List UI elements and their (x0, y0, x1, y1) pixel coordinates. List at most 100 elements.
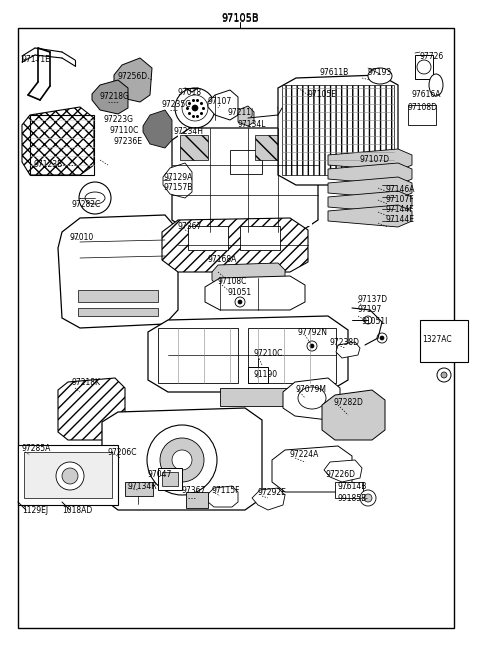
Ellipse shape (429, 74, 443, 96)
Circle shape (147, 425, 217, 495)
Bar (24, 452, 112, 498)
Text: 97010: 97010 (70, 233, 94, 242)
Circle shape (377, 333, 387, 343)
Text: 91051I: 91051I (362, 317, 388, 326)
Text: 97105B: 97105B (221, 14, 259, 24)
Polygon shape (283, 378, 340, 420)
Bar (30, 115, 94, 175)
Bar (178, 134, 312, 226)
Bar (162, 472, 178, 486)
Ellipse shape (368, 68, 392, 84)
Circle shape (62, 468, 78, 484)
Circle shape (364, 494, 372, 502)
Polygon shape (212, 263, 285, 287)
Text: 97079M: 97079M (296, 385, 327, 394)
Text: 97144F: 97144F (385, 205, 414, 214)
Circle shape (364, 316, 372, 324)
Bar (78, 308, 158, 316)
Text: 97726: 97726 (420, 52, 444, 61)
Circle shape (360, 490, 376, 506)
Circle shape (310, 344, 314, 348)
Polygon shape (272, 446, 352, 492)
Text: 97223G: 97223G (103, 115, 133, 124)
Bar (335, 482, 363, 498)
Polygon shape (328, 163, 412, 185)
Polygon shape (58, 215, 178, 328)
Circle shape (235, 297, 245, 307)
Bar (248, 367, 268, 383)
Text: 97107: 97107 (208, 97, 232, 106)
Text: 97211J: 97211J (228, 108, 254, 117)
Text: 97018: 97018 (178, 88, 202, 97)
Text: 97110C: 97110C (109, 126, 138, 135)
Text: 97115F: 97115F (212, 486, 240, 495)
Polygon shape (238, 106, 254, 126)
Text: 91051: 91051 (228, 288, 252, 297)
Text: 97367: 97367 (181, 486, 205, 495)
Polygon shape (208, 486, 238, 507)
Polygon shape (205, 276, 305, 310)
Text: 97123B: 97123B (34, 160, 63, 169)
Text: 97614B: 97614B (338, 482, 367, 491)
Text: 97171E: 97171E (22, 55, 51, 64)
Text: 97105B: 97105B (221, 13, 259, 23)
Text: 97134L: 97134L (238, 120, 266, 129)
Bar (240, 226, 280, 250)
Polygon shape (328, 177, 412, 199)
Circle shape (380, 336, 384, 340)
Text: 97144E: 97144E (385, 215, 414, 224)
Polygon shape (324, 460, 362, 482)
Bar (18, 445, 118, 505)
Text: 97285A: 97285A (22, 444, 51, 453)
Text: 97218G: 97218G (99, 92, 129, 101)
Text: 97235C: 97235C (162, 100, 192, 109)
Text: 97146A: 97146A (385, 185, 415, 194)
Ellipse shape (85, 192, 105, 204)
Polygon shape (328, 149, 412, 171)
Circle shape (160, 438, 204, 482)
Text: 97108D: 97108D (408, 103, 438, 112)
Text: 97210C: 97210C (253, 349, 282, 358)
Text: 97108C: 97108C (218, 277, 247, 286)
Circle shape (79, 182, 111, 214)
Polygon shape (252, 488, 285, 510)
Polygon shape (328, 205, 412, 227)
Bar (415, 55, 433, 79)
Text: 97047: 97047 (148, 470, 172, 479)
Text: 97157B: 97157B (164, 183, 193, 192)
Bar (188, 226, 228, 250)
Bar (158, 328, 238, 383)
Text: 97206C: 97206C (108, 448, 137, 457)
Text: 97137D: 97137D (358, 295, 388, 304)
Text: 97256D: 97256D (118, 72, 148, 81)
Text: 97611B: 97611B (320, 68, 349, 77)
Polygon shape (148, 316, 348, 392)
Bar (230, 150, 262, 174)
Text: 97792N: 97792N (298, 328, 328, 337)
Polygon shape (172, 128, 318, 232)
Polygon shape (22, 107, 94, 175)
Bar (125, 482, 153, 496)
Polygon shape (163, 163, 192, 198)
Polygon shape (114, 58, 152, 102)
Circle shape (56, 462, 84, 490)
Bar (220, 388, 315, 406)
Text: 97282C: 97282C (72, 200, 101, 209)
Polygon shape (336, 342, 360, 358)
Text: 97226D: 97226D (326, 470, 356, 479)
Circle shape (278, 104, 286, 112)
Text: 97129A: 97129A (164, 173, 193, 182)
Text: 97105E: 97105E (308, 90, 337, 99)
Polygon shape (278, 75, 398, 185)
Text: 97367: 97367 (178, 222, 203, 231)
Polygon shape (328, 191, 412, 213)
Text: 97238D: 97238D (330, 338, 360, 347)
Circle shape (417, 60, 431, 74)
Bar (158, 468, 182, 490)
Circle shape (238, 300, 242, 304)
Bar (112, 418, 242, 503)
Bar (408, 105, 436, 125)
Circle shape (192, 105, 198, 111)
Text: 97236E: 97236E (113, 137, 142, 146)
Polygon shape (208, 90, 238, 120)
